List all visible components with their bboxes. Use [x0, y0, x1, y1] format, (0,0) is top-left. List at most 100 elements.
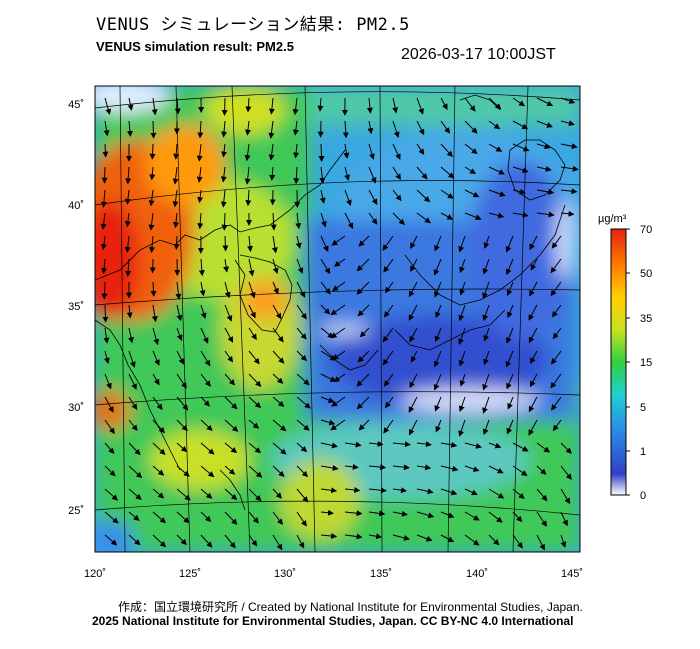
wind-arrow — [536, 465, 547, 475]
wind-arrow — [344, 166, 350, 181]
wind-arrow — [128, 419, 138, 431]
wind-arrow — [221, 143, 228, 158]
wind-arrow — [488, 212, 505, 219]
wind-arrow — [320, 487, 338, 494]
wind-arrow — [331, 235, 346, 246]
wind-arrow — [222, 235, 229, 252]
wind-arrow — [320, 281, 331, 295]
wind-arrow — [551, 350, 562, 365]
wind-arrow — [482, 281, 490, 299]
wind-arrow — [103, 120, 110, 137]
wind-arrow — [408, 281, 418, 298]
copyright-line: 2025 National Institute for Environmenta… — [92, 614, 574, 628]
wind-arrow — [392, 212, 405, 226]
wind-arrow — [248, 396, 262, 409]
map-title-japanese: VENUS シミュレーション結果: PM2.5 — [96, 15, 410, 35]
wind-arrow — [440, 189, 454, 199]
colorbar-tick-35: 35 — [640, 313, 652, 325]
wind-arrow — [560, 97, 576, 104]
wind-arrow — [200, 488, 213, 499]
wind-arrow — [434, 396, 442, 412]
wind-arrow — [482, 396, 490, 414]
wind-arrow — [506, 419, 514, 435]
wind-arrow — [464, 511, 480, 521]
wind-arrow — [221, 120, 228, 138]
wind-arrow — [150, 120, 157, 139]
wind-arrow — [551, 304, 562, 318]
wind-arrow — [128, 396, 138, 410]
wind-arrow — [268, 143, 275, 161]
wind-arrow — [560, 120, 575, 127]
wind-arrow — [176, 488, 191, 501]
wind-arrow — [176, 373, 187, 389]
wind-arrow — [152, 373, 160, 386]
wind-arrow — [197, 212, 204, 230]
wind-arrow — [552, 327, 562, 340]
wind-arrow — [506, 373, 514, 390]
wind-arrow — [221, 212, 228, 231]
wind-arrow — [530, 350, 538, 364]
wind-arrow — [464, 442, 482, 449]
wind-arrow — [198, 258, 205, 277]
wind-arrow — [127, 97, 134, 111]
colorbar-scale — [610, 228, 627, 496]
wind-arrow — [410, 258, 418, 272]
wind-arrow — [128, 373, 137, 390]
wind-arrow — [268, 120, 275, 139]
wind-arrow — [296, 327, 307, 340]
wind-arrow — [248, 511, 259, 524]
wind-arrow — [104, 511, 119, 524]
wind-arrow — [176, 327, 183, 341]
wind-arrow — [176, 396, 189, 411]
forecast-timestamp: 2026-03-17 10:00JST — [401, 46, 556, 63]
wind-arrow — [200, 350, 211, 367]
wind-arrow — [295, 212, 302, 230]
wind-arrow — [224, 534, 236, 549]
lat-label-25: 25˚ — [68, 505, 84, 517]
wind-arrow — [488, 120, 501, 130]
wind-arrow — [149, 143, 156, 160]
wind-arrow — [410, 350, 418, 363]
wind-arrow — [529, 281, 538, 297]
wind-arrow — [434, 235, 442, 252]
wind-arrow — [392, 120, 400, 138]
wind-arrow — [104, 465, 116, 477]
wind-arrow — [458, 350, 466, 367]
wind-arrow — [368, 533, 383, 540]
wind-arrow — [512, 488, 525, 500]
wind-arrow — [488, 166, 506, 175]
wind-arrow — [408, 419, 418, 436]
wind-arrow — [103, 327, 110, 344]
wind-arrow — [458, 327, 466, 345]
lat-label-45: 45˚ — [68, 99, 84, 111]
colorbar-tick-5: 5 — [640, 402, 646, 414]
wind-arrow — [101, 281, 108, 300]
wind-arrow — [440, 120, 451, 134]
wind-arrow — [512, 534, 523, 549]
wind-arrow — [224, 327, 234, 343]
wind-arrow — [392, 143, 401, 161]
wind-arrow — [550, 258, 562, 274]
wind-arrow — [320, 533, 338, 539]
wind-arrow — [319, 166, 326, 184]
wind-arrow — [464, 189, 480, 198]
map-frame — [94, 85, 581, 553]
wind-arrow — [385, 396, 394, 409]
wind-arrow — [507, 396, 514, 410]
wind-arrow — [128, 534, 141, 546]
wind-arrow — [148, 235, 155, 254]
wind-arrow — [536, 442, 551, 453]
wind-arrow — [220, 166, 227, 183]
wind-arrow — [344, 510, 363, 517]
wind-arrow — [550, 373, 562, 389]
wind-arrow — [296, 281, 306, 298]
wind-arrow — [173, 235, 180, 251]
wind-arrow — [356, 373, 370, 387]
wind-arrow — [296, 373, 310, 386]
wind-arrow — [128, 327, 134, 344]
wind-arrow — [488, 143, 503, 152]
concentration-field — [95, 86, 580, 552]
wind-arrow — [320, 442, 338, 449]
wind-arrow — [368, 487, 387, 494]
wind-arrow — [248, 488, 262, 502]
